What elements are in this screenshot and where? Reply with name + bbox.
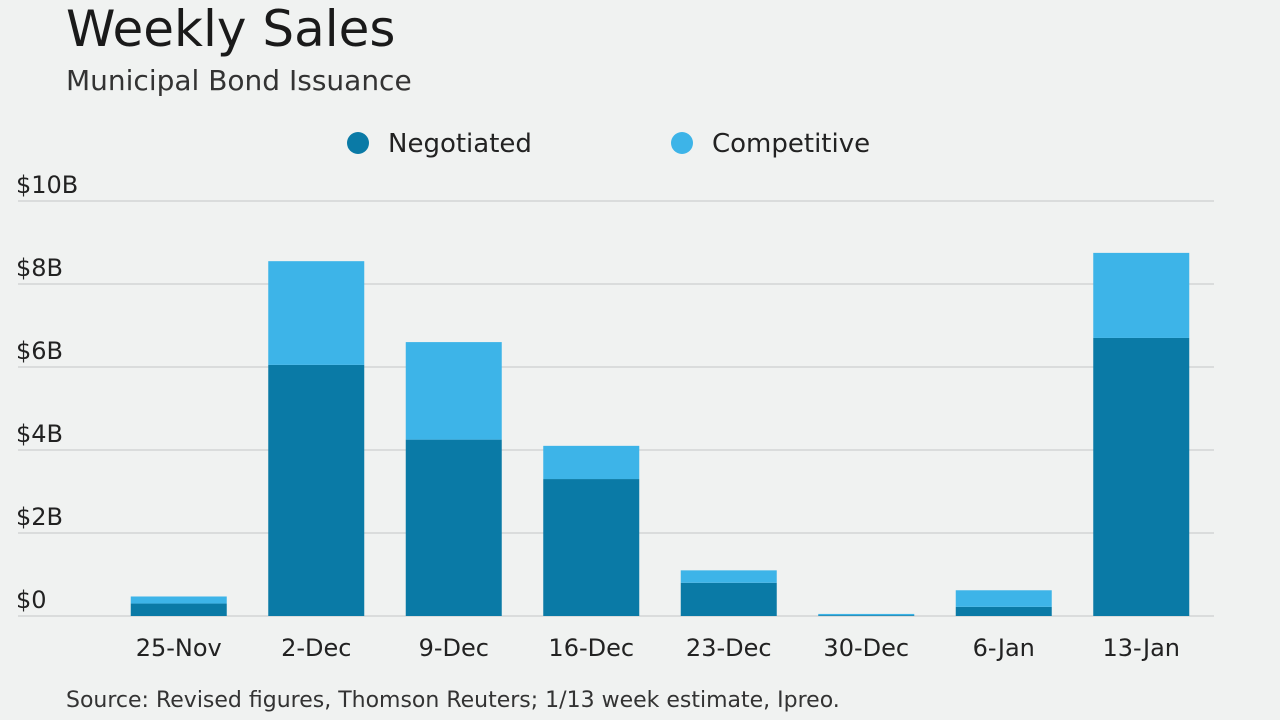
bar-competitive-25-nov [130, 596, 227, 604]
bars [130, 252, 1190, 616]
chart-title: Weekly Sales [66, 0, 396, 58]
bar-competitive-30-dec [818, 613, 915, 616]
bar-competitive-9-dec [405, 342, 502, 440]
y-tick-label: $6B [16, 337, 63, 365]
bar-negotiated-25-nov [130, 603, 227, 616]
bar-competitive-16-dec [543, 445, 640, 480]
source-note: Source: Revised figures, Thomson Reuters… [66, 688, 840, 713]
legend-swatch-negotiated [347, 132, 369, 154]
x-tick-label: 23-Dec [686, 634, 772, 662]
x-tick-label: 16-Dec [548, 634, 634, 662]
x-tick-label: 13-Jan [1102, 634, 1180, 662]
x-tick-label: 2-Dec [281, 634, 351, 662]
x-tick-label: 30-Dec [823, 634, 909, 662]
y-tick-label: $4B [16, 420, 63, 448]
x-tick-label: 9-Dec [419, 634, 489, 662]
legend-swatch-competitive [671, 132, 693, 154]
bar-competitive-13-jan [1093, 252, 1190, 338]
bar-competitive-2-dec [268, 261, 365, 365]
bar-competitive-6-jan [955, 590, 1052, 607]
bar-negotiated-2-dec [268, 364, 365, 616]
bar-negotiated-6-jan [955, 606, 1052, 616]
y-axis-ticks: $0 $2B $4B $6B $8B $10B [16, 171, 78, 614]
legend-label-negotiated: Negotiated [388, 129, 532, 159]
legend: Negotiated Competitive [347, 129, 870, 159]
x-tick-label: 25-Nov [136, 634, 222, 662]
bar-negotiated-30-dec [818, 615, 915, 616]
bar-negotiated-23-dec [680, 582, 777, 616]
y-tick-label: $10B [16, 171, 78, 199]
y-tick-label: $0 [16, 586, 47, 614]
bar-competitive-23-dec [680, 570, 777, 583]
bar-negotiated-16-dec [543, 479, 640, 616]
bar-negotiated-13-jan [1093, 337, 1190, 616]
y-tick-label: $2B [16, 503, 63, 531]
x-axis-ticks: 25-Nov 2-Dec 9-Dec 16-Dec 23-Dec 30-Dec 6-Jan 1… [136, 634, 1180, 662]
bar-negotiated-9-dec [405, 439, 502, 616]
y-tick-label: $8B [16, 254, 63, 282]
x-tick-label: 6-Jan [973, 634, 1035, 662]
legend-label-competitive: Competitive [712, 129, 870, 159]
chart-subtitle: Municipal Bond Issuance [66, 64, 412, 97]
